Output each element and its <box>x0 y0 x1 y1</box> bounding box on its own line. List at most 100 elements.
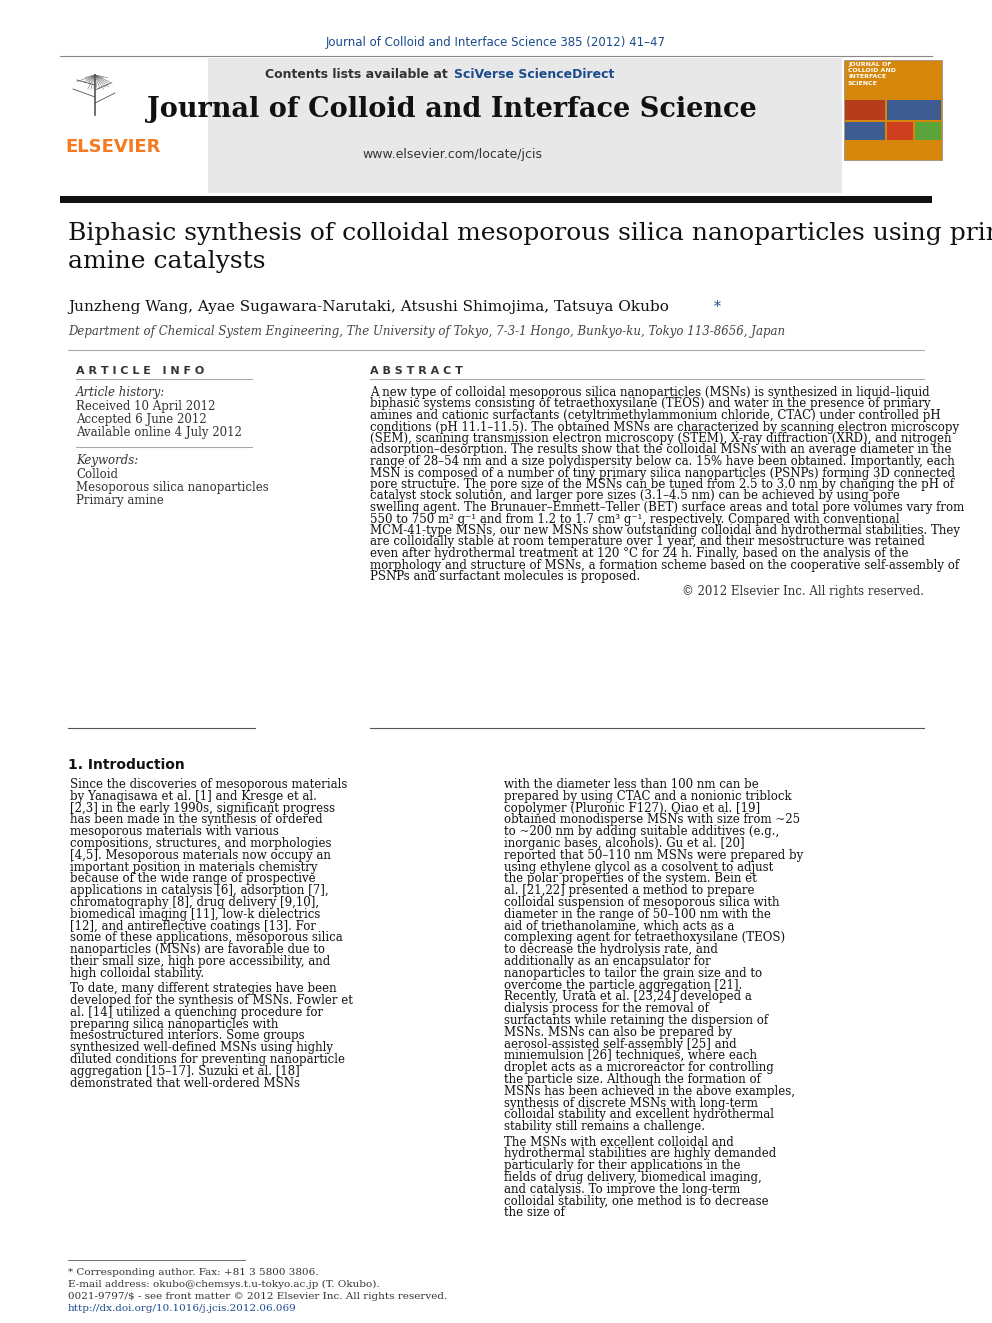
Text: MSNs has been achieved in the above examples,: MSNs has been achieved in the above exam… <box>504 1085 795 1098</box>
Text: Primary amine: Primary amine <box>76 493 164 507</box>
Text: Recently, Urata et al. [23,24] developed a: Recently, Urata et al. [23,24] developed… <box>504 991 752 1003</box>
Text: important position in materials chemistry: important position in materials chemistr… <box>70 860 317 873</box>
Text: Article history:: Article history: <box>76 386 166 400</box>
Text: aid of triethanolamine, which acts as a: aid of triethanolamine, which acts as a <box>504 919 734 933</box>
Text: Received 10 April 2012: Received 10 April 2012 <box>76 400 215 413</box>
Text: Mesoporous silica nanoparticles: Mesoporous silica nanoparticles <box>76 482 269 493</box>
Text: A B S T R A C T: A B S T R A C T <box>370 366 463 376</box>
Text: SciVerse ScienceDirect: SciVerse ScienceDirect <box>454 67 614 81</box>
Text: aggregation [15–17]. Suzuki et al. [18]: aggregation [15–17]. Suzuki et al. [18] <box>70 1065 300 1078</box>
Text: Department of Chemical System Engineering, The University of Tokyo, 7-3-1 Hongo,: Department of Chemical System Engineerin… <box>68 325 785 337</box>
Text: the particle size. Although the formation of: the particle size. Although the formatio… <box>504 1073 761 1086</box>
Text: Colloid: Colloid <box>76 468 118 482</box>
Text: applications in catalysis [6], adsorption [7],: applications in catalysis [6], adsorptio… <box>70 884 328 897</box>
Text: diluted conditions for preventing nanoparticle: diluted conditions for preventing nanopa… <box>70 1053 345 1066</box>
Text: reported that 50–110 nm MSNs were prepared by: reported that 50–110 nm MSNs were prepar… <box>504 849 804 861</box>
Text: because of the wide range of prospective: because of the wide range of prospective <box>70 872 315 885</box>
Text: 550 to 750 m² g⁻¹ and from 1.2 to 1.7 cm³ g⁻¹, respectively. Compared with conve: 550 to 750 m² g⁻¹ and from 1.2 to 1.7 cm… <box>370 512 900 525</box>
Text: the size of: the size of <box>504 1207 564 1220</box>
Text: Available online 4 July 2012: Available online 4 July 2012 <box>76 426 242 439</box>
Text: Contents lists available at: Contents lists available at <box>265 67 452 81</box>
Text: Journal of Colloid and Interface Science 385 (2012) 41–47: Journal of Colloid and Interface Science… <box>326 36 666 49</box>
Text: http://dx.doi.org/10.1016/j.jcis.2012.06.069: http://dx.doi.org/10.1016/j.jcis.2012.06… <box>68 1304 297 1312</box>
Text: even after hydrothermal treatment at 120 °C for 24 h. Finally, based on the anal: even after hydrothermal treatment at 120… <box>370 546 909 560</box>
Text: stability still remains a challenge.: stability still remains a challenge. <box>504 1121 705 1134</box>
Bar <box>915 122 941 140</box>
Text: prepared by using CTAC and a nonionic triblock: prepared by using CTAC and a nonionic tr… <box>504 790 792 803</box>
Text: preparing silica nanoparticles with: preparing silica nanoparticles with <box>70 1017 279 1031</box>
Text: chromatography [8], drug delivery [9,10],: chromatography [8], drug delivery [9,10]… <box>70 896 319 909</box>
Text: using ethylene glycol as a cosolvent to adjust: using ethylene glycol as a cosolvent to … <box>504 860 773 873</box>
Text: high colloidal stability.: high colloidal stability. <box>70 967 204 980</box>
Text: fields of drug delivery, biomedical imaging,: fields of drug delivery, biomedical imag… <box>504 1171 762 1184</box>
Text: E-mail address: okubo@chemsys.t.u-tokyo.ac.jp (T. Okubo).: E-mail address: okubo@chemsys.t.u-tokyo.… <box>68 1279 380 1289</box>
Text: catalyst stock solution, and larger pore sizes (3.1–4.5 nm) can be achieved by u: catalyst stock solution, and larger pore… <box>370 490 900 503</box>
Bar <box>845 101 885 120</box>
Text: diameter in the range of 50–100 nm with the: diameter in the range of 50–100 nm with … <box>504 908 771 921</box>
Text: © 2012 Elsevier Inc. All rights reserved.: © 2012 Elsevier Inc. All rights reserved… <box>682 586 924 598</box>
Text: with the diameter less than 100 nm can be: with the diameter less than 100 nm can b… <box>504 778 759 791</box>
Bar <box>887 122 913 140</box>
Text: colloidal stability and excellent hydrothermal: colloidal stability and excellent hydrot… <box>504 1109 774 1122</box>
Text: PSNPs and surfactant molecules is proposed.: PSNPs and surfactant molecules is propos… <box>370 570 640 583</box>
Text: colloidal suspension of mesoporous silica with: colloidal suspension of mesoporous silic… <box>504 896 780 909</box>
Text: Keywords:: Keywords: <box>76 454 138 467</box>
Text: demonstrated that well-ordered MSNs: demonstrated that well-ordered MSNs <box>70 1077 300 1090</box>
Text: al. [21,22] presented a method to prepare: al. [21,22] presented a method to prepar… <box>504 884 755 897</box>
Text: copolymer (Pluronic F127). Qiao et al. [19]: copolymer (Pluronic F127). Qiao et al. [… <box>504 802 760 815</box>
Bar <box>60 58 842 193</box>
Text: morphology and structure of MSNs, a formation scheme based on the cooperative se: morphology and structure of MSNs, a form… <box>370 558 959 572</box>
Text: biomedical imaging [11], low-k dielectrics: biomedical imaging [11], low-k dielectri… <box>70 908 320 921</box>
Text: to ~200 nm by adding suitable additives (e.g.,: to ~200 nm by adding suitable additives … <box>504 826 780 839</box>
Text: MSN is composed of a number of tiny primary silica nanoparticles (PSNPs) forming: MSN is composed of a number of tiny prim… <box>370 467 955 479</box>
Text: nanoparticles to tailor the grain size and to: nanoparticles to tailor the grain size a… <box>504 967 762 980</box>
Text: (SEM), scanning transmission electron microscopy (STEM), X-ray diffraction (XRD): (SEM), scanning transmission electron mi… <box>370 433 951 445</box>
Text: the polar properties of the system. Bein et: the polar properties of the system. Bein… <box>504 872 757 885</box>
Bar <box>844 60 942 160</box>
Text: To date, many different strategies have been: To date, many different strategies have … <box>70 982 336 995</box>
Text: 1. Introduction: 1. Introduction <box>68 758 185 773</box>
Text: [4,5]. Mesoporous materials now occupy an: [4,5]. Mesoporous materials now occupy a… <box>70 849 331 861</box>
Text: amines and cationic surfactants (cetyltrimethylammonium chloride, CTAC) under co: amines and cationic surfactants (cetyltr… <box>370 409 940 422</box>
Text: adsorption–desorption. The results show that the colloidal MSNs with an average : adsorption–desorption. The results show … <box>370 443 951 456</box>
Text: [12], and antireflective coatings [13]. For: [12], and antireflective coatings [13]. … <box>70 919 316 933</box>
Text: dialysis process for the removal of: dialysis process for the removal of <box>504 1003 709 1015</box>
Text: droplet acts as a microreactor for controlling: droplet acts as a microreactor for contr… <box>504 1061 774 1074</box>
Text: MCM-41-type MSNs, our new MSNs show outstanding colloidal and hydrothermal stabi: MCM-41-type MSNs, our new MSNs show outs… <box>370 524 960 537</box>
Text: compositions, structures, and morphologies: compositions, structures, and morphologi… <box>70 837 331 849</box>
Text: mesostructured interiors. Some groups: mesostructured interiors. Some groups <box>70 1029 305 1043</box>
Text: JOURNAL OF
COLLOID AND
INTERFACE
SCIENCE: JOURNAL OF COLLOID AND INTERFACE SCIENCE <box>848 62 896 86</box>
Text: particularly for their applications in the: particularly for their applications in t… <box>504 1159 740 1172</box>
Text: Accepted 6 June 2012: Accepted 6 June 2012 <box>76 413 206 426</box>
Text: al. [14] utilized a quenching procedure for: al. [14] utilized a quenching procedure … <box>70 1005 323 1019</box>
Text: surfactants while retaining the dispersion of: surfactants while retaining the dispersi… <box>504 1013 768 1027</box>
Text: inorganic bases, alcohols). Gu et al. [20]: inorganic bases, alcohols). Gu et al. [2… <box>504 837 745 849</box>
Text: miniemulsion [26] techniques, where each: miniemulsion [26] techniques, where each <box>504 1049 757 1062</box>
Text: mesoporous materials with various: mesoporous materials with various <box>70 826 279 839</box>
Text: overcome the particle aggregation [21].: overcome the particle aggregation [21]. <box>504 979 742 992</box>
Text: colloidal stability, one method is to decrease: colloidal stability, one method is to de… <box>504 1195 769 1208</box>
Bar <box>60 196 932 202</box>
Text: and catalysis. To improve the long-term: and catalysis. To improve the long-term <box>504 1183 740 1196</box>
Text: some of these applications, mesoporous silica: some of these applications, mesoporous s… <box>70 931 343 945</box>
Text: are colloidally stable at room temperature over 1 year, and their mesostructure : are colloidally stable at room temperatu… <box>370 536 925 549</box>
Text: nanoparticles (MSNs) are favorable due to: nanoparticles (MSNs) are favorable due t… <box>70 943 325 957</box>
Text: A R T I C L E   I N F O: A R T I C L E I N F O <box>76 366 204 376</box>
Text: Junzheng Wang, Ayae Sugawara-Narutaki, Atsushi Shimojima, Tatsuya Okubo: Junzheng Wang, Ayae Sugawara-Narutaki, A… <box>68 300 669 314</box>
Bar <box>887 101 941 120</box>
Text: swelling agent. The Brunauer–Emmett–Teller (BET) surface areas and total pore vo: swelling agent. The Brunauer–Emmett–Tell… <box>370 501 964 515</box>
Text: *: * <box>714 300 721 314</box>
Text: to decrease the hydrolysis rate, and: to decrease the hydrolysis rate, and <box>504 943 718 957</box>
Text: additionally as an encapsulator for: additionally as an encapsulator for <box>504 955 710 968</box>
Text: Biphasic synthesis of colloidal mesoporous silica nanoparticles using primary
am: Biphasic synthesis of colloidal mesoporo… <box>68 222 992 274</box>
Text: [2,3] in the early 1990s, significant progress: [2,3] in the early 1990s, significant pr… <box>70 802 335 815</box>
Text: obtained monodisperse MSNs with size from ~25: obtained monodisperse MSNs with size fro… <box>504 814 801 827</box>
Text: has been made in the synthesis of ordered: has been made in the synthesis of ordere… <box>70 814 322 827</box>
Text: A new type of colloidal mesoporous silica nanoparticles (MSNs) is synthesized in: A new type of colloidal mesoporous silic… <box>370 386 930 400</box>
Text: complexing agent for tetraethoxysilane (TEOS): complexing agent for tetraethoxysilane (… <box>504 931 785 945</box>
Text: their small size, high pore accessibility, and: their small size, high pore accessibilit… <box>70 955 330 968</box>
Text: hydrothermal stabilities are highly demanded: hydrothermal stabilities are highly dema… <box>504 1147 777 1160</box>
Text: developed for the synthesis of MSNs. Fowler et: developed for the synthesis of MSNs. Fow… <box>70 994 353 1007</box>
Text: conditions (pH 11.1–11.5). The obtained MSNs are characterized by scanning elect: conditions (pH 11.1–11.5). The obtained … <box>370 421 959 434</box>
Bar <box>845 122 885 140</box>
